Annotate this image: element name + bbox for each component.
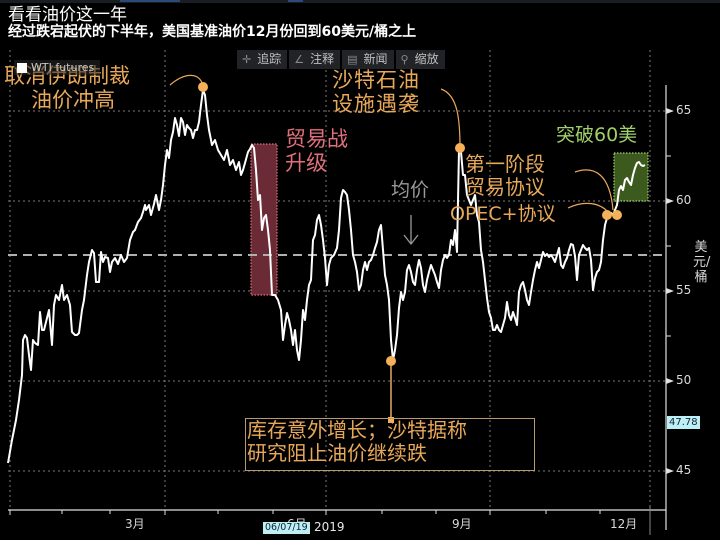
saudi-marker <box>455 143 465 153</box>
window-top-strip <box>0 0 720 3</box>
cursor-date-badge: 06/07/19 <box>263 522 310 534</box>
x-tick-mar: 3月 <box>125 517 145 531</box>
y-tick-60: 60 <box>676 193 692 207</box>
saudi-connector <box>440 88 461 149</box>
news-icon: ▤ <box>347 53 358 66</box>
y-tick-50: 50 <box>676 373 692 387</box>
breakout-highlight <box>613 152 649 202</box>
opec-connector <box>567 202 609 213</box>
saudi-annotation: 沙特石油 设施遇袭 <box>332 68 420 116</box>
iran-annotation-line2: 油价冲高 <box>31 88 115 113</box>
x-tick-sep: 9月 <box>452 517 472 531</box>
y-minor-ticks <box>666 155 671 337</box>
breakout-annotation: 突破60美 <box>556 124 638 146</box>
zoom-label: 缩放 <box>414 52 439 66</box>
phase-one-line2: 贸易协议 <box>465 175 545 199</box>
opec-annotation: OPEC+协议 <box>450 203 556 225</box>
page-subtitle: 经过跌宕起伏的下半年，美国基准油价12月份回到60美元/桶之上 <box>8 24 417 40</box>
track-button[interactable]: ✛ 追踪 <box>237 50 288 69</box>
annotate-button[interactable]: ∠ 注释 <box>289 50 341 69</box>
news-button[interactable]: ▤ 新闻 <box>342 50 394 69</box>
phase-one-annotation: 第一阶段 贸易协议 <box>465 153 545 199</box>
inventory-annotation: 库存意外增长；沙特据称 研究阻止油价继续跌 <box>247 419 467 465</box>
legend[interactable]: WTI futures <box>14 60 101 75</box>
y-tick-45: 45 <box>676 463 692 477</box>
pencil-icon: ∠ <box>294 53 305 66</box>
average-annotation: 均价 <box>391 179 430 201</box>
x-minor-ticks <box>9 510 601 515</box>
trade-war-line1: 贸易战 <box>285 127 348 151</box>
crosshair-icon: ✛ <box>242 53 252 66</box>
x-tick-dec: 12月 <box>610 517 638 531</box>
track-label: 追踪 <box>257 52 282 66</box>
last-value-badge: 47.78 <box>667 416 700 429</box>
search-icon: ⚲ <box>400 53 409 66</box>
top-strip-segment <box>288 0 303 2</box>
opec-marker <box>602 210 612 220</box>
y-axis-label: 美元/桶 <box>693 240 711 285</box>
page-title: 看看油价这一年 <box>8 5 127 25</box>
iran-marker <box>198 82 208 92</box>
legend-label: WTI futures <box>31 61 95 74</box>
phase-one-line1: 第一阶段 <box>465 152 545 176</box>
annotate-label: 注释 <box>310 52 335 66</box>
phase-one-connector <box>574 169 614 211</box>
top-strip-segment <box>120 0 180 2</box>
inventory-anchor <box>388 417 394 423</box>
phase-one-marker <box>612 210 622 220</box>
legend-swatch <box>17 62 27 73</box>
iran-connector <box>169 74 204 87</box>
inventory-annotation-box <box>245 418 535 471</box>
inventory-line1: 库存意外增长；沙特据称 <box>247 418 467 442</box>
y-tick-55: 55 <box>676 283 692 297</box>
news-label: 新闻 <box>363 52 388 66</box>
inventory-line2: 研究阻止油价继续跌 <box>247 441 427 465</box>
y-tick-65: 65 <box>676 103 692 117</box>
saudi-line2: 设施遇袭 <box>332 92 420 117</box>
trade-war-line2: 升级 <box>285 151 327 176</box>
y-tick-arrows <box>666 108 674 474</box>
chart-toolbar: ✛ 追踪 ∠ 注释 ▤ 新闻 ⚲ 缩放 <box>237 50 445 69</box>
wti-price-line <box>7 89 646 464</box>
saudi-line1: 沙特石油 <box>332 68 420 92</box>
inventory-marker <box>386 356 396 366</box>
trade-war-annotation: 贸易战 升级 <box>285 127 348 175</box>
zoom-button[interactable]: ⚲ 缩放 <box>395 50 445 69</box>
year-label: 2019 <box>314 520 345 534</box>
